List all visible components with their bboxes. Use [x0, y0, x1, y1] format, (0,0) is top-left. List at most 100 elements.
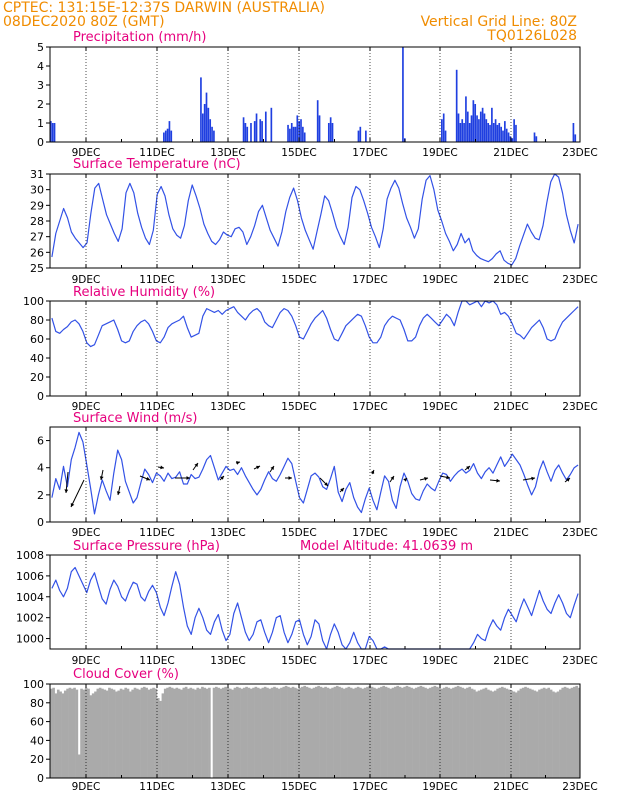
- rh-ytick-label: 0: [37, 390, 44, 403]
- cloud-area-bar: [442, 687, 446, 778]
- cloud-area-bar: [563, 686, 567, 778]
- cloud-area-bar: [573, 686, 576, 778]
- cloud-area-bar: [187, 688, 190, 778]
- cloud-area-bar: [277, 688, 281, 778]
- cloud-area-bar: [261, 687, 265, 778]
- cloud-area-bar: [75, 689, 79, 778]
- temp-ytick-label: 25: [30, 262, 44, 275]
- precip-bar: [492, 123, 495, 142]
- cloud-area-bar: [305, 686, 309, 778]
- rh-xtick-label: 13DEC: [210, 401, 245, 413]
- cloud-area-bar: [219, 688, 223, 778]
- cloud-area-bar: [394, 686, 397, 778]
- cloud-area-bar: [196, 687, 200, 778]
- cloud-area-bar: [154, 688, 158, 778]
- cloud-area-bar: [52, 687, 55, 778]
- cloud-area-bar: [417, 686, 420, 778]
- temp-xtick-label: 9DEC: [72, 274, 101, 286]
- cloud-xtick-label: 11DEC: [139, 781, 174, 793]
- precip-bar: [459, 123, 462, 142]
- cloud-area-bar: [296, 688, 300, 778]
- rh-ytick-label: 100: [23, 295, 44, 308]
- cloud-area-bar: [438, 687, 441, 778]
- precip-bar: [200, 77, 202, 142]
- precip-xtick-label: 13DEC: [210, 147, 245, 159]
- precip-bar: [359, 126, 362, 142]
- temp-ytick-label: 29: [30, 199, 44, 212]
- precip-bar: [365, 130, 367, 142]
- cloud-area-bar: [61, 693, 65, 778]
- cloud-ytick-label: 80: [30, 697, 44, 710]
- temp-series-line: [51, 173, 579, 266]
- cloud-area-bar: [215, 686, 218, 778]
- cloud-ytick-label: 40: [30, 734, 44, 747]
- cloud-area-bar: [217, 687, 220, 778]
- cloud-area-bar: [180, 689, 183, 778]
- cloud-area-bar: [517, 690, 520, 778]
- precip-ytick-label: 5: [37, 41, 44, 54]
- precip-xtick-label: 17DEC: [352, 147, 387, 159]
- wind-xtick-label: 23DEC: [562, 527, 597, 539]
- wind-panel: Surface Wind (m/s) 0 2 4 6 9DEC 11DEC 13DEC 15DE…: [37, 411, 598, 539]
- cloud-area-bar: [519, 688, 523, 778]
- cloud-area-bar: [403, 686, 406, 778]
- precip-bar: [213, 130, 215, 142]
- cloud-ytick-label: 100: [23, 678, 44, 691]
- cloud-area-bar: [231, 689, 234, 778]
- precip-bar: [489, 124, 491, 142]
- precip-bar: [51, 123, 54, 142]
- cloud-area-bar: [96, 688, 100, 778]
- temp-xtick-label: 19DEC: [422, 274, 457, 286]
- cloud-area-bar: [500, 686, 504, 778]
- precip-bar: [496, 124, 499, 142]
- cloud-area-bar: [308, 687, 311, 778]
- cloud-area-bar: [80, 688, 83, 778]
- cloud-area-bar: [412, 688, 416, 778]
- cloud-area-bar: [194, 689, 197, 778]
- wind-frame: [49, 426, 581, 523]
- cloud-area-bar: [333, 686, 337, 778]
- cloud-area-bar: [163, 688, 167, 778]
- wind-arrow-head: [424, 477, 428, 481]
- temp-xtick-label: 13DEC: [210, 274, 245, 286]
- precip-bar: [261, 121, 263, 142]
- precip-ytick-label: 1: [37, 117, 44, 130]
- precip-bar: [203, 104, 206, 142]
- cloud-area-bar: [224, 686, 227, 778]
- pressure-panel: Surface Pressure (hPa) Model Altitude: 41…: [16, 539, 598, 667]
- cloud-area-bar: [112, 689, 116, 778]
- cloud-area-bar: [387, 687, 390, 778]
- wind-xtick-label: 13DEC: [210, 527, 245, 539]
- cloud-area-bar: [487, 689, 490, 778]
- wind-arrow-head: [236, 461, 240, 465]
- precip-bar: [253, 121, 256, 142]
- wind-xtick-label: 19DEC: [422, 527, 457, 539]
- cloud-area-bar: [340, 687, 344, 778]
- pressure-ytick-label: 1000: [16, 633, 44, 646]
- cloud-area-bar: [326, 687, 330, 778]
- cloud-area-bar: [433, 685, 437, 778]
- cloud-area-bar: [366, 686, 369, 778]
- cloud-area-bar: [68, 687, 72, 778]
- rh-title: Relative Humidity (%): [73, 285, 215, 300]
- temp-frame: [49, 173, 581, 269]
- precip-bar: [457, 113, 460, 142]
- cloud-area-bar: [540, 688, 544, 778]
- cloud-area-bar: [493, 690, 497, 778]
- cloud-area-bar: [482, 688, 485, 778]
- cloud-area-bar: [331, 687, 334, 778]
- cloud-area-bar: [389, 688, 393, 778]
- cloud-area-bar: [363, 687, 367, 778]
- cloud-area-bar: [189, 687, 193, 778]
- cloud-area-bar: [249, 688, 253, 778]
- cloud-area-bar: [131, 689, 134, 778]
- wind-arrow-head: [256, 465, 260, 470]
- precip-panel: Precipitation (mm/h) 0 1 2 3 4 5 9DEC 11DEC 13DEC…: [37, 30, 598, 159]
- rh-ytick-label: 20: [30, 371, 44, 384]
- cloud-area-bar: [449, 688, 453, 778]
- precip-bar: [465, 96, 467, 142]
- cloud-area-bar: [317, 685, 320, 778]
- cloud-area-bar: [145, 687, 148, 778]
- cloud-panel: Cloud Cover (%) 0 20 40 60 80 100 9DEC 11DEC 13DE…: [23, 667, 598, 793]
- precip-bar: [255, 113, 258, 142]
